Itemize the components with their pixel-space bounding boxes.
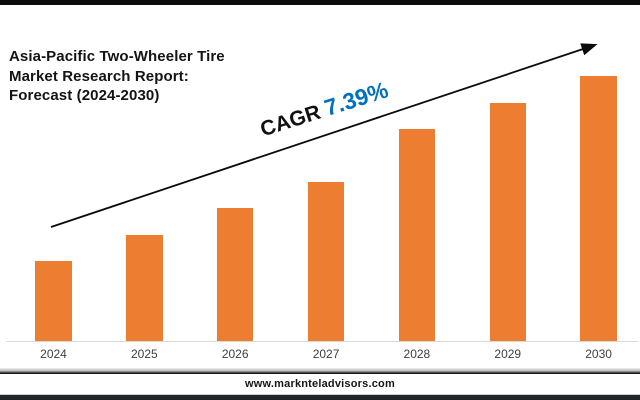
- bar-2029: [489, 103, 526, 341]
- footer-bar: www.marknteladvisors.com: [0, 374, 640, 394]
- x-axis-label-2029: 2029: [494, 347, 522, 361]
- x-axis-label-2024: 2024: [40, 347, 67, 361]
- bar-2028: [398, 129, 436, 341]
- top-border-bar: [0, 0, 640, 5]
- x-axis-label-2030: 2030: [585, 347, 612, 361]
- bar-2026: [216, 208, 254, 341]
- x-axis-label-2027: 2027: [312, 347, 340, 361]
- footer-shadow-band: [0, 368, 640, 374]
- bottom-border-bar: [0, 394, 640, 400]
- footer-website-url: www.marknteladvisors.com: [245, 378, 395, 390]
- bar-2027: [307, 182, 345, 341]
- bar-2030: [580, 76, 617, 341]
- chart-title: Asia-Pacific Two-Wheeler Tire Market Res…: [9, 47, 225, 106]
- bar-2024: [35, 261, 72, 341]
- x-axis-label-2028: 2028: [403, 347, 431, 361]
- x-axis-line: [6, 341, 638, 343]
- chart-title-line-3: Forecast (2024-2030): [9, 87, 160, 104]
- x-axis-label-2025: 2025: [130, 347, 158, 361]
- x-axis-label-2026: 2026: [221, 347, 249, 361]
- chart-title-line-2: Market Research Report:: [9, 67, 189, 85]
- bar-2025: [126, 235, 163, 341]
- chart-title-line-1: Asia-Pacific Two-Wheeler Tire: [9, 48, 225, 65]
